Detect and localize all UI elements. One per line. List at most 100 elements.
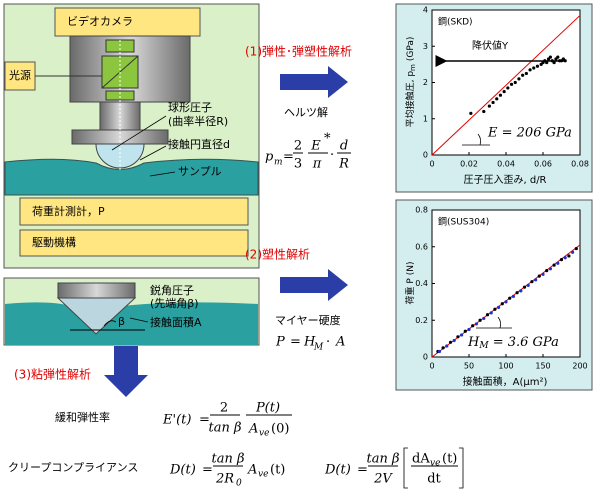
y-tick-label: 0	[423, 151, 428, 160]
data-point	[489, 311, 493, 315]
data-point	[509, 82, 514, 86]
data-point	[556, 261, 560, 265]
load-label: 荷重計測計，P	[32, 204, 105, 218]
data-point	[469, 111, 473, 115]
data-point	[491, 100, 495, 105]
formula-part: d	[340, 139, 348, 154]
sample-label: サンプル	[178, 165, 222, 178]
data-point	[528, 68, 532, 72]
x-tick-label: 0	[429, 362, 434, 371]
leader	[111, 115, 167, 151]
chart-title: 鋼(SKD)	[438, 16, 473, 28]
data-point	[521, 73, 525, 77]
annotation: = 3.6 GPa	[489, 335, 559, 350]
formula-part: 2	[294, 139, 302, 154]
formula-part: =	[357, 463, 368, 478]
data-point	[448, 340, 453, 344]
data-point	[498, 93, 503, 97]
data-point	[504, 300, 508, 304]
formula-part: A	[247, 463, 257, 478]
data-point	[502, 89, 506, 94]
data-point	[534, 278, 538, 282]
camera-label: ビデオカメラ	[67, 14, 133, 28]
light-label: 光源	[9, 68, 31, 82]
x-tick-label: 200	[572, 362, 587, 371]
y-tick-label: 0	[423, 353, 428, 362]
formula-part: A	[248, 422, 258, 437]
y-axis-label: m	[409, 64, 417, 71]
data-point	[515, 291, 519, 295]
indenter-label: 球形圧子	[168, 100, 212, 114]
data-point	[467, 327, 471, 332]
formula-part: 2V	[373, 472, 393, 487]
data-point	[563, 256, 567, 260]
x-axis-label: 圧子圧入歪み, d/R	[463, 174, 546, 186]
formula-part: =	[202, 463, 213, 478]
formula-part: =	[199, 413, 210, 428]
data-point	[552, 263, 556, 267]
formula-part: p	[265, 150, 274, 165]
data-point	[497, 305, 501, 309]
formula-part: 3	[294, 157, 302, 172]
method-label: 緩和弾性率	[55, 410, 110, 424]
contact-label: 接触円直径d	[168, 137, 230, 151]
bracket	[459, 447, 464, 489]
load-box	[19, 197, 249, 226]
sharp-indenter	[56, 297, 137, 335]
data-point	[545, 60, 549, 65]
data-point	[500, 302, 504, 306]
data-point	[485, 313, 490, 317]
formula-part: ve	[258, 470, 268, 480]
camera-box	[54, 7, 201, 37]
arrow	[280, 269, 348, 301]
annotation: 降伏値Y	[472, 39, 509, 52]
data-point	[574, 246, 578, 251]
x-tick-label: 0.06	[534, 160, 552, 169]
arrow	[280, 66, 348, 98]
formula-part: M	[313, 343, 324, 353]
formula-part: (t)	[270, 463, 285, 478]
formula-part: R	[338, 157, 349, 172]
formula-part: H	[303, 335, 316, 350]
angle-arc	[497, 316, 502, 329]
light-box	[4, 61, 36, 91]
formula-part: dt	[427, 472, 441, 487]
data-point	[508, 296, 512, 300]
plot-area	[431, 209, 581, 358]
data-point	[482, 316, 486, 321]
data-point	[537, 274, 541, 278]
formula-part: ve	[259, 429, 269, 439]
angle-arc	[477, 133, 482, 146]
formula-part: P	[275, 335, 285, 350]
formula-part: E	[310, 139, 321, 154]
data-point	[482, 109, 486, 114]
data-point	[567, 254, 571, 258]
data-point	[452, 338, 456, 343]
sample	[5, 302, 258, 345]
data-point	[530, 280, 534, 284]
leader	[149, 171, 176, 177]
sample	[4, 158, 259, 196]
formula-part: tan β	[367, 452, 400, 467]
data-point	[548, 267, 553, 271]
data-point	[495, 97, 499, 101]
data-point	[460, 333, 464, 337]
data-point	[545, 269, 549, 273]
data-point	[437, 349, 441, 354]
bracket	[403, 447, 408, 489]
formula-part: (0)	[271, 422, 289, 437]
indenter-holder	[57, 282, 136, 299]
fit-line	[431, 15, 581, 156]
formula-part: ·	[326, 335, 330, 350]
formula-part: A	[335, 335, 345, 350]
y-axis-label: (GPa)	[406, 37, 416, 62]
annotation: HM = 3.6 GPa	[467, 335, 559, 351]
x-tick-label: 0.08	[571, 160, 589, 169]
plots: 0 0.02 0.04 0.06 0.08 0 1 2 3 4 0 50 100 150 200 0 0.2 0.…	[415, 6, 589, 371]
data-point	[526, 283, 530, 287]
data-point	[517, 77, 521, 81]
y-tick-label: 1	[423, 114, 428, 123]
formula-part: =	[290, 335, 301, 350]
arrow	[104, 346, 148, 397]
